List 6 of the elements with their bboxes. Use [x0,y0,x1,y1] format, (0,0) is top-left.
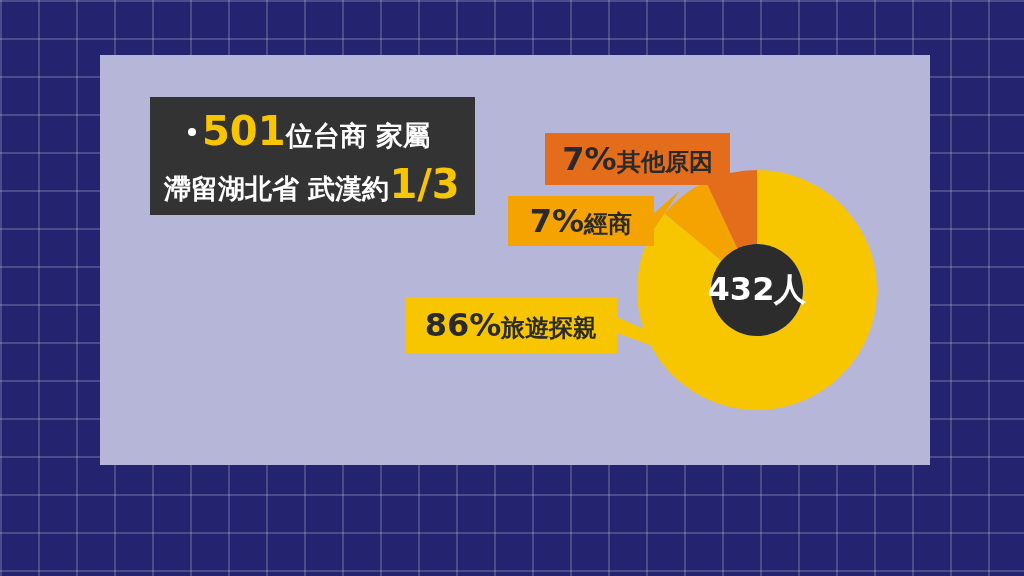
legend-label: 經商 [583,210,633,238]
data-label: 7% [562,140,617,178]
slice-label: 旅遊探親 [500,314,598,342]
slice-label: 其他原因 [615,148,713,176]
chart-title: 501位台商 家屬 [202,108,430,154]
chart-subtitle: 滯留湖北省 武漢約1/3 [164,161,460,207]
